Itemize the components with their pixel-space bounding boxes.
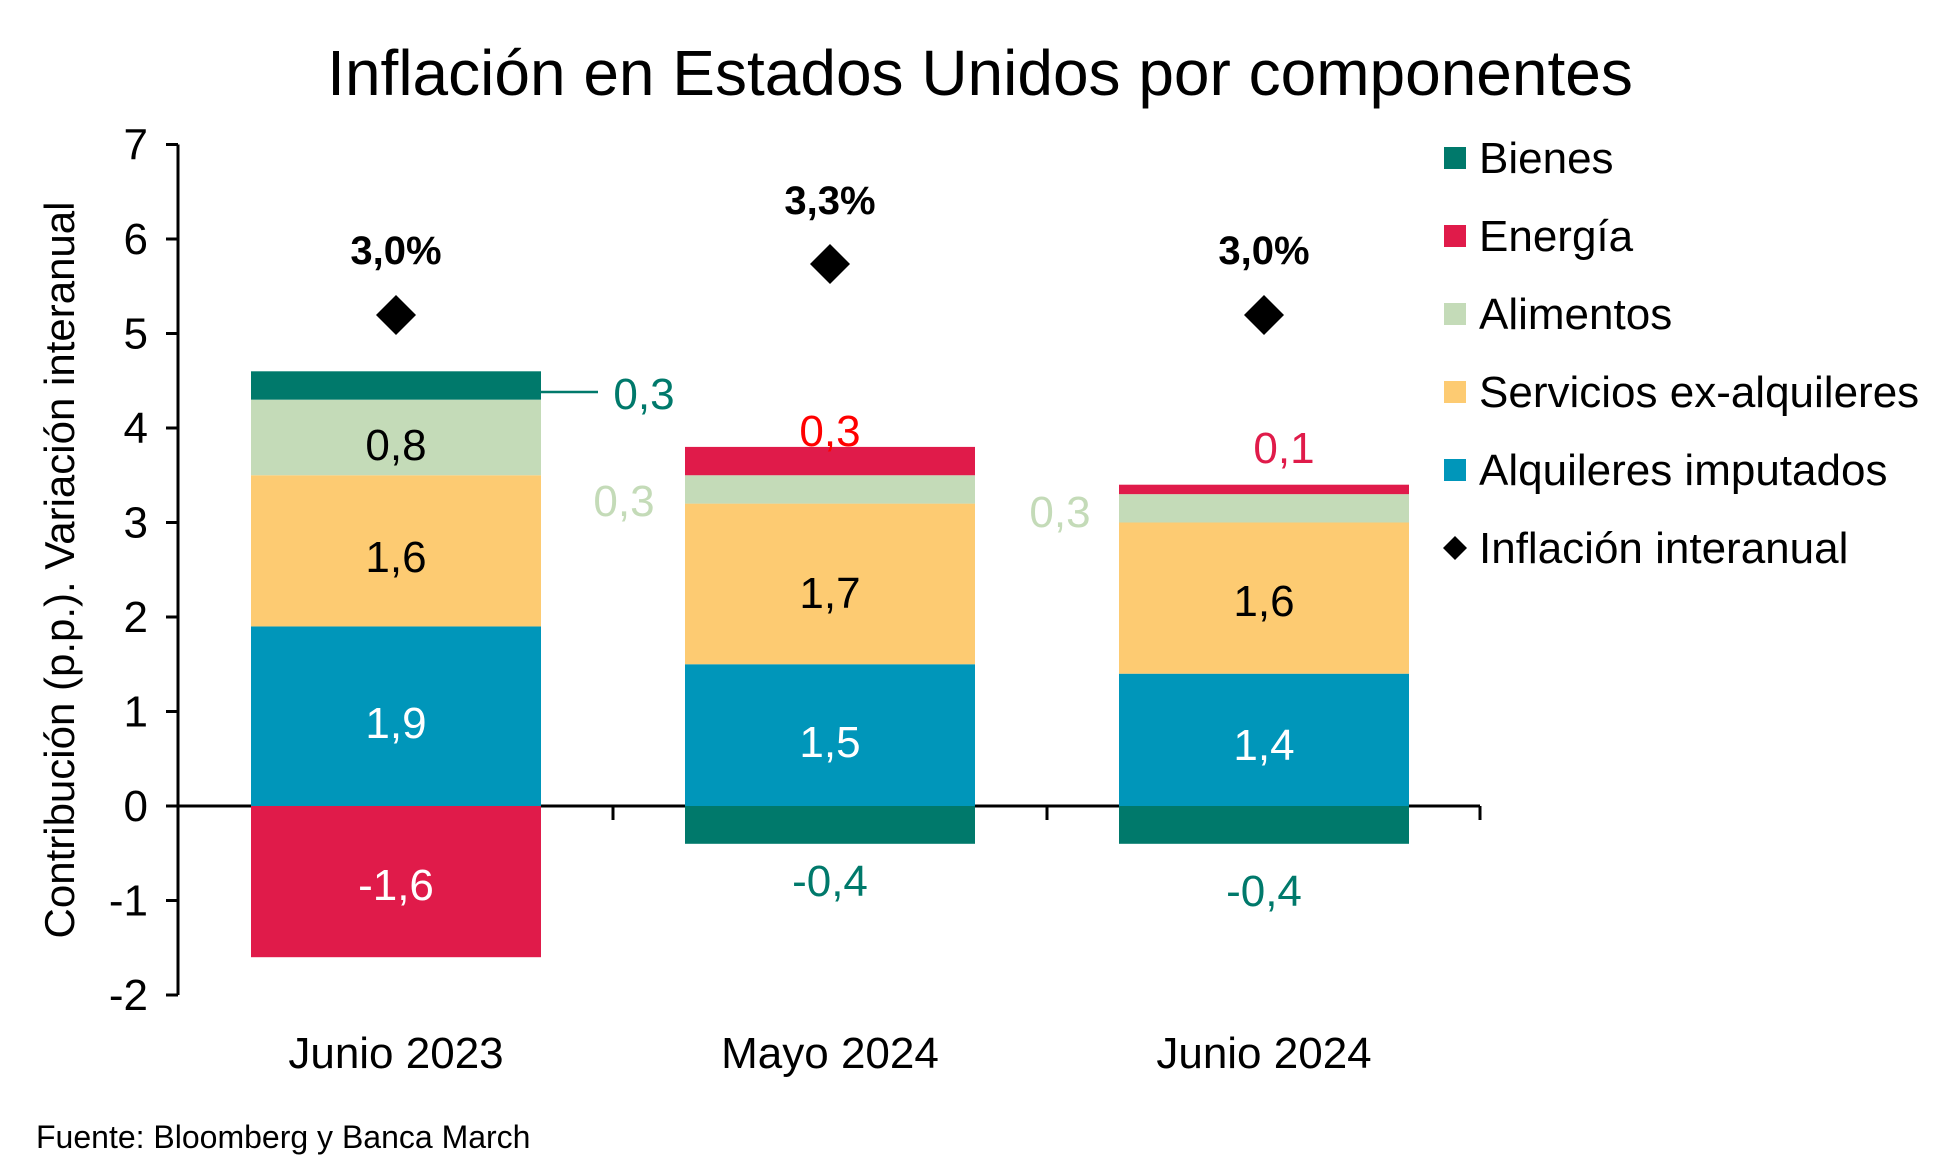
bar-segment-alquileres-imputados	[1119, 673, 1409, 806]
y-tick-label: 5	[124, 310, 148, 359]
legend-label: Servicios ex-alquileres	[1479, 368, 1919, 417]
y-tick-label: 2	[124, 593, 148, 642]
bar-segment-servicios-ex-alquileres	[1119, 522, 1409, 674]
legend-swatch	[1444, 459, 1466, 481]
data-label: 0,3	[1029, 488, 1090, 537]
x-tick-label: Mayo 2024	[721, 1029, 939, 1078]
source-note: Fuente: Bloomberg y Banca March	[36, 1119, 530, 1155]
bar-segment-servicios-ex-alquileres	[685, 503, 975, 665]
y-tick-label: 7	[124, 121, 148, 170]
legend-item: Bienes	[1444, 134, 1614, 183]
y-tick-label: 3	[124, 499, 148, 548]
legend-label: Energía	[1479, 212, 1634, 261]
inflation-value-label: 3,0%	[350, 229, 441, 273]
legend-diamond-icon	[1443, 536, 1467, 560]
bar-segment-bienes	[251, 371, 541, 400]
data-label: 1,6	[1233, 577, 1294, 626]
data-label: -0,4	[792, 857, 868, 906]
inflation-diamond-marker	[810, 244, 850, 284]
bars	[251, 371, 1409, 958]
x-tick-label: Junio 2024	[1156, 1029, 1371, 1078]
inflation-value-label: 3,3%	[784, 179, 875, 223]
bar-segment-energ-a	[1119, 484, 1409, 495]
y-tick-label: 1	[124, 688, 148, 737]
data-label: -1,6	[358, 861, 434, 910]
inflation-diamond-marker	[1244, 295, 1284, 335]
legend-label: Bienes	[1479, 134, 1614, 183]
bar-segment-energ-a	[685, 446, 975, 476]
bar-segment-servicios-ex-alquileres	[251, 475, 541, 627]
data-label: 0,8	[365, 421, 426, 470]
bar-segment-alimentos	[685, 475, 975, 504]
y-tick-label: -1	[109, 877, 148, 926]
data-label: 0,1	[1253, 424, 1314, 473]
y-tick-label: 0	[124, 782, 148, 831]
legend-swatch	[1444, 381, 1466, 403]
bar-segment-alquileres-imputados	[251, 626, 541, 806]
bar-segment-alimentos	[251, 399, 541, 476]
bar-segment-bienes	[1119, 806, 1409, 844]
legend-item: Energía	[1444, 212, 1634, 261]
data-label: 0,3	[613, 370, 674, 419]
data-label: 1,4	[1233, 721, 1294, 770]
y-tick-label: 4	[124, 404, 148, 453]
y-axis-label: Contribución (p.p.). Variación interanua…	[36, 202, 83, 939]
data-label: -0,4	[1226, 867, 1302, 916]
data-label: 1,9	[365, 699, 426, 748]
inflation-diamond-marker	[376, 295, 416, 335]
legend-swatch	[1444, 147, 1466, 169]
legend-label: Inflación interanual	[1479, 524, 1848, 573]
bar-segment-energ-a	[251, 806, 541, 958]
y-tick-label: -2	[109, 971, 148, 1020]
legend-item: Inflación interanual	[1443, 524, 1848, 573]
data-label: 0,3	[799, 407, 860, 456]
bar-segment-alimentos	[1119, 494, 1409, 523]
data-label: 1,5	[799, 718, 860, 767]
data-label: 0,3	[593, 477, 654, 526]
inflation-value-label: 3,0%	[1218, 229, 1309, 273]
bar-segment-alquileres-imputados	[685, 664, 975, 806]
y-tick-label: 6	[124, 215, 148, 264]
legend-swatch	[1444, 303, 1466, 325]
axes: -2 -1 0 1 2 3 4 5 6 7 Junio 2023 Mayo 2024 Junio 202…	[109, 121, 1482, 1078]
legend-item: Alimentos	[1444, 290, 1672, 339]
inflation-markers: 3,0% 3,3% 3,0%	[350, 179, 1310, 335]
legend-swatch	[1444, 225, 1466, 247]
data-label: 1,7	[799, 569, 860, 618]
data-label: 1,6	[365, 533, 426, 582]
x-tick-label: Junio 2023	[288, 1029, 503, 1078]
data-labels: 1,9 1,5 1,4 1,6 1,7 1,6 0,8 0,3 0,3 -1,6 0,3 0,1 0,3…	[358, 370, 1315, 916]
legend-label: Alquileres imputados	[1479, 446, 1887, 495]
legend-item: Alquileres imputados	[1444, 446, 1887, 495]
legend-item: Servicios ex-alquileres	[1444, 368, 1919, 417]
chart-title: Inflación en Estados Unidos por componen…	[327, 37, 1633, 109]
legend-label: Alimentos	[1479, 290, 1672, 339]
legend: Bienes Energía Alimentos Servicios ex-alqui…	[1443, 134, 1919, 573]
bar-segment-bienes	[685, 806, 975, 844]
